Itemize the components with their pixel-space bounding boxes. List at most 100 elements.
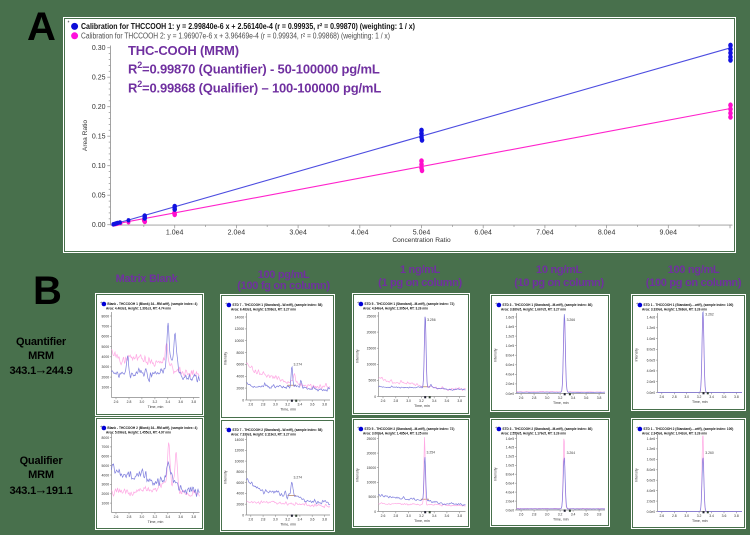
svg-text:3.260: 3.260 bbox=[705, 451, 714, 455]
svg-text:2.8: 2.8 bbox=[126, 515, 131, 519]
svg-text:12000: 12000 bbox=[235, 448, 245, 452]
svg-text:3.0: 3.0 bbox=[684, 395, 689, 399]
svg-text:0: 0 bbox=[374, 509, 376, 513]
svg-text:8.0e5: 8.0e5 bbox=[646, 348, 655, 352]
svg-text:Area: 3.880e5, Height: 1.667e5: Area: 3.880e5, Height: 1.667e5, RT: 3.27… bbox=[501, 306, 566, 311]
svg-text:3.8: 3.8 bbox=[457, 514, 462, 518]
svg-text:2.0e5: 2.0e5 bbox=[646, 380, 655, 384]
svg-text:3.0: 3.0 bbox=[139, 515, 144, 519]
svg-text:3.6: 3.6 bbox=[310, 517, 315, 521]
svg-text:*: * bbox=[357, 300, 359, 305]
svg-text:2.6: 2.6 bbox=[248, 403, 253, 407]
svg-text:2.8: 2.8 bbox=[393, 399, 398, 403]
svg-text:1.4e6: 1.4e6 bbox=[646, 315, 655, 319]
svg-text:4000: 4000 bbox=[101, 355, 109, 359]
svg-text:4.0e5: 4.0e5 bbox=[646, 489, 655, 493]
svg-text:2.8: 2.8 bbox=[671, 395, 676, 399]
svg-text:2.6: 2.6 bbox=[659, 395, 664, 399]
svg-text:6.0e4: 6.0e4 bbox=[506, 481, 515, 485]
svg-text:2.6: 2.6 bbox=[519, 512, 524, 516]
svg-text:6000: 6000 bbox=[237, 480, 245, 484]
svg-text:2000: 2000 bbox=[237, 502, 245, 506]
svg-text:Time, min: Time, min bbox=[691, 519, 707, 523]
svg-text:2.0e4: 2.0e4 bbox=[506, 382, 515, 386]
svg-text:Calibration for THCCOOH 2: y =: Calibration for THCCOOH 2: y = 1.96907e-… bbox=[81, 31, 390, 40]
svg-text:3.2: 3.2 bbox=[285, 403, 290, 407]
svg-text:Intensity: Intensity bbox=[494, 348, 498, 362]
svg-text:0.00: 0.00 bbox=[92, 222, 106, 229]
svg-text:15000: 15000 bbox=[367, 466, 377, 470]
svg-text:2.6: 2.6 bbox=[113, 400, 118, 404]
svg-text:3.264: 3.264 bbox=[567, 451, 576, 455]
svg-text:3.4: 3.4 bbox=[571, 512, 576, 516]
svg-text:STD 5 - THCCOOH 2 (Standard)..: STD 5 - THCCOOH 2 (Standard)...M.wiff), … bbox=[364, 426, 455, 431]
svg-text:2.6: 2.6 bbox=[248, 517, 253, 521]
svg-text:*: * bbox=[495, 301, 497, 306]
svg-text:3.8: 3.8 bbox=[597, 512, 602, 516]
svg-text:3.0: 3.0 bbox=[406, 514, 411, 518]
svg-text:8000: 8000 bbox=[101, 314, 109, 318]
svg-text:3.2: 3.2 bbox=[419, 514, 424, 518]
svg-text:2.8: 2.8 bbox=[532, 396, 537, 400]
svg-text:STD 3 - THCCOOH 2 (Standard)..: STD 3 - THCCOOH 2 (Standard)...M.wiff), … bbox=[502, 426, 593, 431]
svg-text:1.2e5: 1.2e5 bbox=[506, 454, 515, 458]
svg-text:Intensity: Intensity bbox=[356, 349, 360, 363]
svg-text:Area: 3.339e6, Height: 1.568e6: Area: 3.339e6, Height: 1.568e6, RT: 3.26… bbox=[642, 307, 707, 312]
svg-text:15000: 15000 bbox=[367, 347, 377, 351]
svg-text:Area: 5.096e3, Height: 1.455e3: Area: 5.096e3, Height: 1.455e3, RT: 4.97… bbox=[106, 430, 171, 435]
svg-text:3.0: 3.0 bbox=[545, 512, 550, 516]
svg-text:Area: 6.483e3, Height: 3.508e3: Area: 6.483e3, Height: 3.508e3, RT: 3.27… bbox=[231, 307, 296, 312]
svg-text:1.6e5: 1.6e5 bbox=[506, 315, 515, 319]
svg-text:25000: 25000 bbox=[367, 436, 377, 440]
svg-text:*: * bbox=[495, 425, 497, 430]
svg-text:3.8: 3.8 bbox=[597, 396, 602, 400]
svg-text:4.0e4: 4.0e4 bbox=[506, 490, 515, 494]
svg-text:5000: 5000 bbox=[101, 464, 109, 468]
svg-text:2.8: 2.8 bbox=[261, 403, 266, 407]
svg-text:3.2: 3.2 bbox=[558, 512, 563, 516]
svg-text:Blank - THCCOOH 1 (Blank) 34..: Blank - THCCOOH 1 (Blank) 34...RM.wiff),… bbox=[107, 301, 198, 306]
svg-text:8.0e4: 8.0e4 bbox=[506, 472, 515, 476]
svg-text:10000: 10000 bbox=[367, 363, 377, 367]
svg-text:3.2: 3.2 bbox=[696, 514, 701, 518]
svg-text:Intensity: Intensity bbox=[634, 468, 638, 482]
svg-text:Area: 3.008e4, Height: 1.485e4: Area: 3.008e4, Height: 1.485e4, RT: 3.25… bbox=[363, 430, 428, 435]
svg-text:3.6: 3.6 bbox=[178, 515, 183, 519]
svg-text:2000: 2000 bbox=[237, 386, 245, 390]
svg-text:0.0e0: 0.0e0 bbox=[506, 508, 515, 512]
svg-text:Time, min: Time, min bbox=[414, 519, 430, 523]
svg-text:0.05: 0.05 bbox=[92, 192, 106, 199]
svg-text:3.8: 3.8 bbox=[734, 514, 739, 518]
svg-text:6.0e5: 6.0e5 bbox=[646, 358, 655, 362]
svg-text:3.4: 3.4 bbox=[298, 403, 303, 407]
svg-text:1000: 1000 bbox=[101, 386, 109, 390]
svg-text:3.0: 3.0 bbox=[273, 403, 278, 407]
svg-text:4.0e4: 4.0e4 bbox=[506, 372, 515, 376]
svg-text:7.0e4: 7.0e4 bbox=[536, 229, 554, 236]
svg-text:Time, min: Time, min bbox=[280, 522, 296, 526]
svg-text:3.2: 3.2 bbox=[152, 400, 157, 404]
svg-text:Time, min: Time, min bbox=[280, 408, 296, 412]
svg-text:1.0e5: 1.0e5 bbox=[506, 344, 515, 348]
svg-text:Time, min: Time, min bbox=[147, 520, 163, 524]
svg-text:*: * bbox=[100, 424, 102, 429]
svg-text:1.6e5: 1.6e5 bbox=[506, 436, 515, 440]
svg-text:1.2e6: 1.2e6 bbox=[646, 326, 655, 330]
svg-text:*: * bbox=[357, 425, 359, 430]
svg-text:3.0: 3.0 bbox=[684, 514, 689, 518]
svg-text:3.6: 3.6 bbox=[445, 514, 450, 518]
svg-text:STD 3 - THCCOOH 1 (Standard)..: STD 3 - THCCOOH 1 (Standard)...M.wiff), … bbox=[502, 302, 593, 307]
svg-text:8000: 8000 bbox=[101, 436, 109, 440]
svg-text:STD 5 - THCCOOH 1 (Standard)..: STD 5 - THCCOOH 1 (Standard)...M.wiff), … bbox=[364, 301, 455, 306]
svg-text:3.6: 3.6 bbox=[721, 514, 726, 518]
svg-text:3.274: 3.274 bbox=[294, 363, 303, 367]
svg-text:0.15: 0.15 bbox=[92, 133, 106, 140]
svg-text:Calibration for THCCOOH 1: y =: Calibration for THCCOOH 1: y = 2.99840e-… bbox=[81, 22, 415, 31]
svg-text:3000: 3000 bbox=[101, 365, 109, 369]
svg-text:3.4: 3.4 bbox=[709, 395, 714, 399]
svg-text:3.0: 3.0 bbox=[273, 517, 278, 521]
svg-text:1.4e6: 1.4e6 bbox=[646, 437, 655, 441]
svg-text:3.0: 3.0 bbox=[139, 400, 144, 404]
svg-text:0.10: 0.10 bbox=[92, 163, 106, 170]
svg-text:0: 0 bbox=[242, 398, 244, 402]
